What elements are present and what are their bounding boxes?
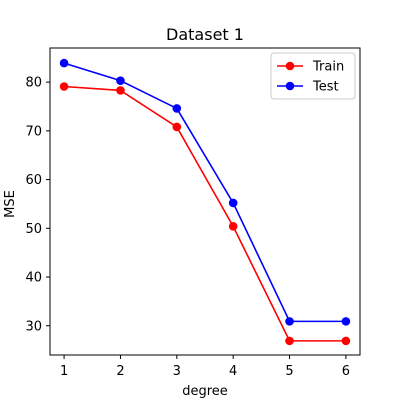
- y-axis-label: MSE: [3, 190, 18, 218]
- x-tick-label: 5: [285, 364, 293, 379]
- data-point-train: [341, 336, 351, 346]
- x-tick-label: 2: [116, 364, 124, 379]
- data-point-test: [285, 317, 294, 326]
- data-point-test: [228, 198, 238, 208]
- y-tick-label: 60: [25, 173, 42, 188]
- x-tick-label: 4: [229, 364, 237, 379]
- legend-label-train: Train: [312, 60, 344, 75]
- x-axis-label: degree: [182, 384, 228, 399]
- chart-title: Dataset 1: [166, 25, 244, 44]
- data-point-test: [59, 58, 69, 68]
- x-tick-label: 3: [173, 364, 181, 379]
- legend-marker-test: [285, 81, 295, 91]
- plot-area: [59, 58, 351, 346]
- data-point-test: [341, 317, 351, 326]
- y-tick-label: 80: [25, 76, 42, 91]
- x-tick-label: 6: [342, 364, 350, 379]
- axes: 1 2 3 4 5 6 30 40 50 60 70 80: [25, 47, 361, 379]
- series-line-test: [63, 62, 346, 323]
- y-tick-label: 30: [25, 319, 42, 334]
- series-line-train: [64, 85, 346, 342]
- data-point-test: [172, 104, 182, 113]
- data-point-train: [172, 122, 182, 132]
- data-point-train: [285, 336, 294, 346]
- y-tick-label: 70: [25, 124, 42, 139]
- legend: Train Test: [270, 52, 356, 100]
- data-point-test: [116, 76, 125, 85]
- data-point-train: [228, 222, 238, 231]
- data-point-train: [59, 82, 69, 91]
- plot-frame: [49, 47, 361, 356]
- x-tick-label: 1: [60, 364, 68, 379]
- y-tick-label: 50: [25, 222, 42, 237]
- legend-marker-train: [285, 61, 295, 71]
- legend-label-test: Test: [312, 80, 339, 95]
- y-tick-label: 40: [25, 271, 42, 286]
- data-point-train: [116, 86, 125, 95]
